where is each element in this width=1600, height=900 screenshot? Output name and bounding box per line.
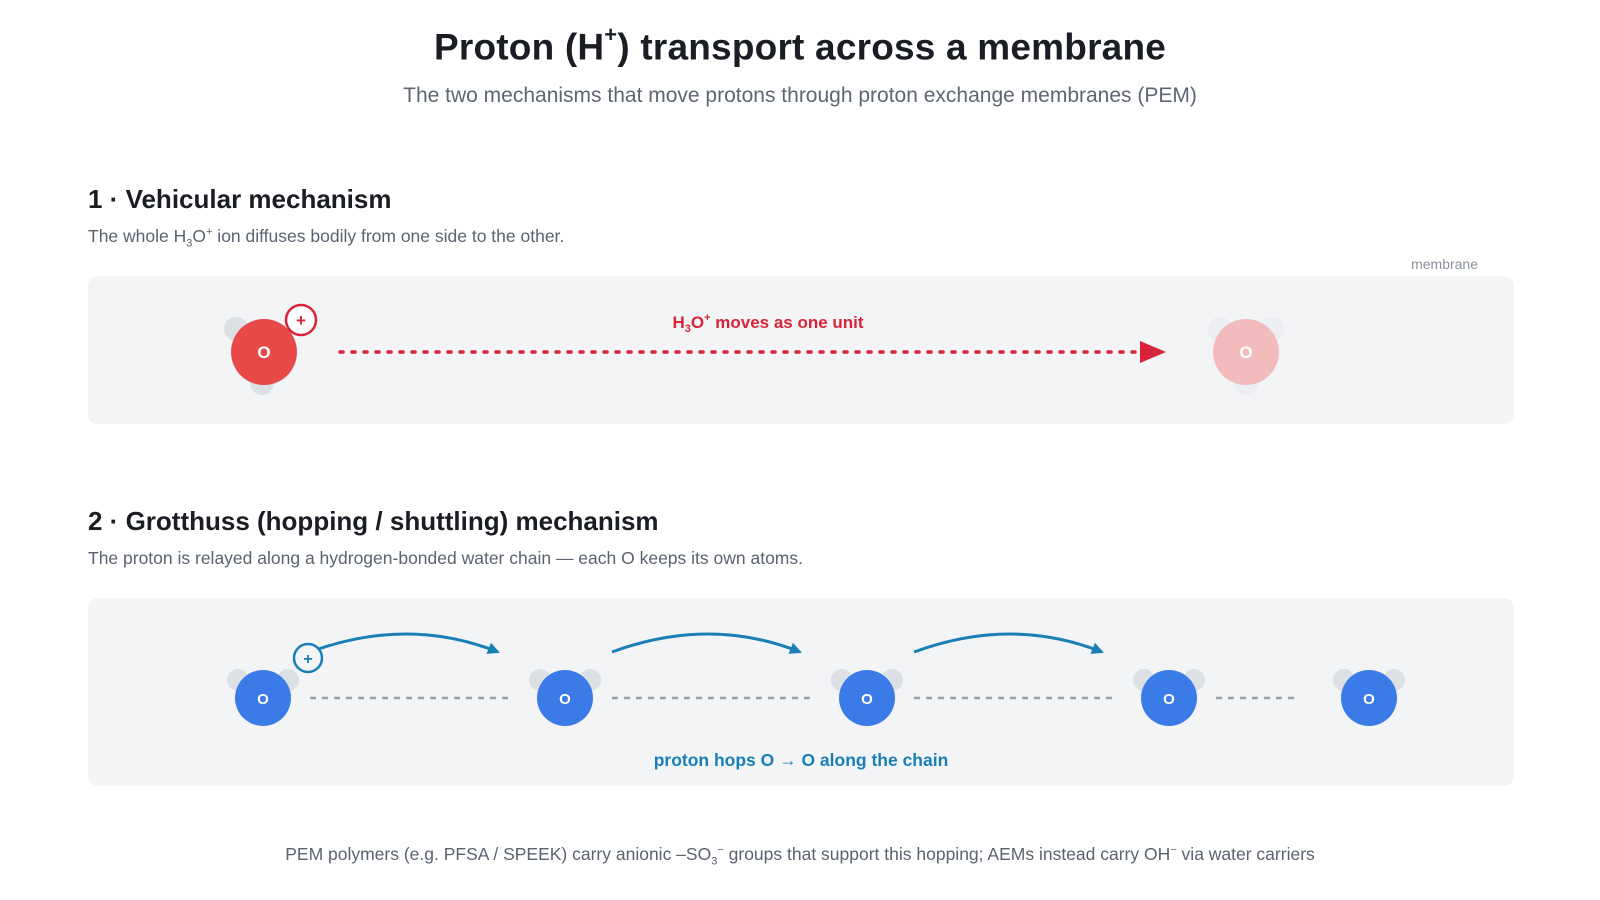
oxygen-label: O	[559, 691, 571, 708]
water-molecule: O	[1133, 669, 1205, 726]
oxygen-label: O	[1163, 691, 1175, 708]
footer-note: PEM polymers (e.g. PFSA / SPEEK) carry a…	[285, 844, 1315, 868]
oxygen-atom	[1341, 670, 1397, 726]
plus-charge-label: +	[303, 651, 312, 668]
arrow-head-icon	[1140, 341, 1166, 363]
hop-arrow	[309, 632, 500, 654]
section-vehicular-title: 1 · Vehicular mechanism	[88, 184, 392, 214]
plus-charge-icon	[284, 303, 318, 337]
vehicular-panel: O + H3O+ moves as one unit O	[88, 276, 1514, 424]
section-grotthuss-title: 2 · Grotthuss (hopping / shuttling) mech…	[88, 506, 659, 536]
water-molecule: O	[227, 669, 299, 726]
oxygen-label: O	[1363, 691, 1375, 708]
grotthuss-diagram: O O O O O +	[227, 632, 1405, 770]
hydronium-molecule: O +	[224, 303, 318, 395]
water-molecule: O	[831, 669, 903, 726]
page-subtitle: The two mechanisms that move protons thr…	[403, 84, 1197, 107]
oxygen-atom	[235, 670, 291, 726]
water-molecule: O	[529, 669, 601, 726]
oxygen-label: O	[1239, 343, 1252, 362]
vehicular-arrow-label: H3O+ moves as one unit	[672, 312, 863, 335]
water-molecule: O	[1333, 669, 1405, 726]
oxygen-atom	[1213, 319, 1279, 385]
vehicular-diagram: O + H3O+ moves as one unit O	[224, 303, 1284, 395]
plus-charge-label: +	[296, 311, 306, 330]
section-vehicular-description: The whole H3O+ ion diffuses bodily from …	[88, 226, 565, 250]
oxygen-atom	[231, 319, 297, 385]
hop-arrow	[913, 632, 1104, 654]
oxygen-label: O	[257, 691, 269, 708]
oxygen-atom	[1141, 670, 1197, 726]
oxygen-label: O	[257, 343, 270, 362]
plus-charge-icon	[292, 642, 324, 674]
oxygen-atom	[537, 670, 593, 726]
hop-arrow	[611, 632, 802, 654]
membrane-label: membrane	[1411, 256, 1478, 272]
grotthuss-panel: O O O O O +	[88, 598, 1514, 786]
oxygen-label: O	[861, 691, 873, 708]
page-title: Proton (H+) transport across a membrane	[433, 22, 1167, 68]
hydronium-ghost-molecule: O	[1208, 317, 1284, 395]
grotthuss-caption: proton hops O → O along the chain	[654, 750, 949, 770]
section-grotthuss-description: The proton is relayed along a hydrogen-b…	[88, 548, 803, 568]
oxygen-atom	[839, 670, 895, 726]
